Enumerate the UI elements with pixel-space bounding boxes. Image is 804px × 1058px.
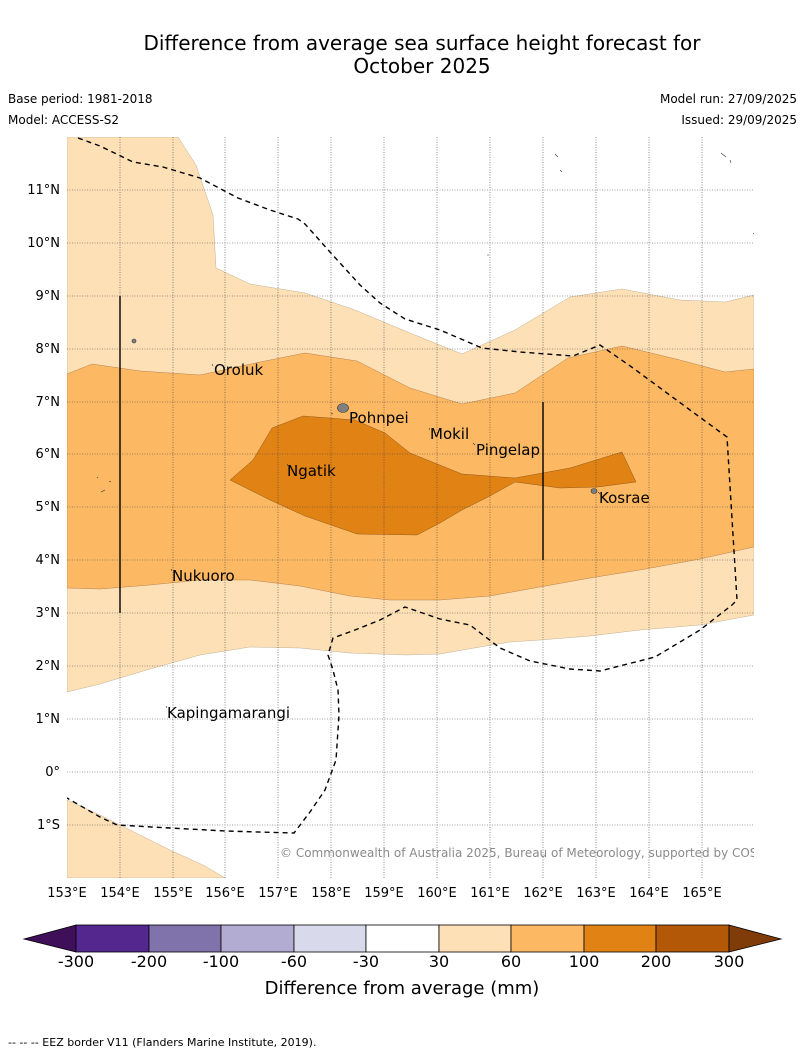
place-nukuoro: Nukuoro [172,567,235,585]
place-ngatik: Ngatik [287,462,336,480]
longitude-labels: 153°E 154°E 155°E 156°E 157°E 158°E 159°… [47,886,722,901]
colorbar [22,924,783,953]
colorbar-segment [655,924,730,953]
lat-label: 7°N [36,395,61,410]
pohnpei-island [337,403,349,413]
lat-label: 3°N [36,606,61,621]
colorbar-segment [365,924,440,953]
lon-label: 164°E [629,886,669,901]
place-mokil: Mokil [430,425,469,443]
lon-label: 153°E [47,886,87,901]
title-line-2: October 2025 [353,54,491,78]
contour-100-200 [229,415,637,536]
lon-label: 159°E [364,886,404,901]
colorbar-arrow-low [22,924,77,953]
islet-group-north [487,152,754,256]
lat-label: 11°N [27,183,60,198]
footer-eez-note: -- -- -- EEZ border V11 (Flanders Marine… [8,1036,317,1049]
lon-label: 154°E [100,886,140,901]
lon-label: 156°E [205,886,245,901]
colorbar-label: -30 [352,952,380,971]
model-name: Model: ACCESS-S2 [8,113,120,127]
colorbar-segment [148,924,222,953]
model-run: Model run: 27/09/2025 [659,92,797,106]
lon-label: 160°E [417,886,457,901]
colorbar-label: 30 [428,952,450,971]
islet-marks [165,363,601,709]
map-area: Oroluk Pohnpei Mokil Pingelap Ngatik Kos… [67,137,785,878]
colorbar-label: -300 [57,952,95,971]
colorbar-label: 300 [713,952,745,971]
colorbar-arrow-high [728,924,783,953]
lat-label: 1°S [37,818,60,833]
lat-label: 8°N [36,342,61,357]
place-kosrae: Kosrae [599,489,650,507]
eez-border [67,137,738,834]
lat-label: 0° [45,765,60,780]
lon-label: 155°E [153,886,193,901]
lon-label: 157°E [258,886,298,901]
lat-label: 2°N [36,659,61,674]
latitude-labels: 11°N 10°N 9°N 8°N 7°N 6°N 5°N 4°N 3°N 2°… [27,183,60,833]
lon-label: 161°E [470,886,510,901]
lat-label: 5°N [36,500,61,515]
colorbar-segment [75,924,150,953]
place-oroluk: Oroluk [214,361,263,379]
lon-label: 158°E [311,886,351,901]
lat-label: 6°N [36,447,61,462]
base-period: Base period: 1981-2018 [8,92,153,106]
map-title: Difference from average sea surface heig… [0,32,804,78]
colorbar-segment [583,924,657,953]
colorbar-segment [438,924,512,953]
place-kapingamarangi: Kapingamarangi [167,704,290,722]
islet-154e [131,338,137,344]
colorbar-label: -60 [280,952,308,971]
lat-label: 4°N [36,553,61,568]
colorbar-label: -100 [202,952,240,971]
place-pohnpei: Pohnpei [349,409,409,427]
kosrae-island [590,488,598,494]
colorbar-label: -200 [130,952,168,971]
islands [96,152,754,709]
lat-label: 9°N [36,289,61,304]
colorbar-label: 60 [500,952,522,971]
colorbar-label: 100 [568,952,600,971]
lat-label: 10°N [27,236,60,251]
graticule [67,137,754,878]
lon-label: 165°E [682,886,722,901]
islet-group-west [96,476,112,493]
copyright-notice: © Commonwealth of Australia 2025, Bureau… [280,846,785,860]
colorbar-segment [510,924,585,953]
colorbar-title: Difference from average (mm) [264,978,540,999]
place-pingelap: Pingelap [476,441,540,459]
colorbar-segment [220,924,295,953]
lon-label: 163°E [576,886,616,901]
issued-date: Issued: 29/09/2025 [681,113,797,127]
colorbar-segment [293,924,367,953]
lon-label: 162°E [523,886,563,901]
colorbar-label: 200 [640,952,672,971]
title-line-1: Difference from average sea surface heig… [143,31,701,55]
lat-label: 1°N [36,712,61,727]
